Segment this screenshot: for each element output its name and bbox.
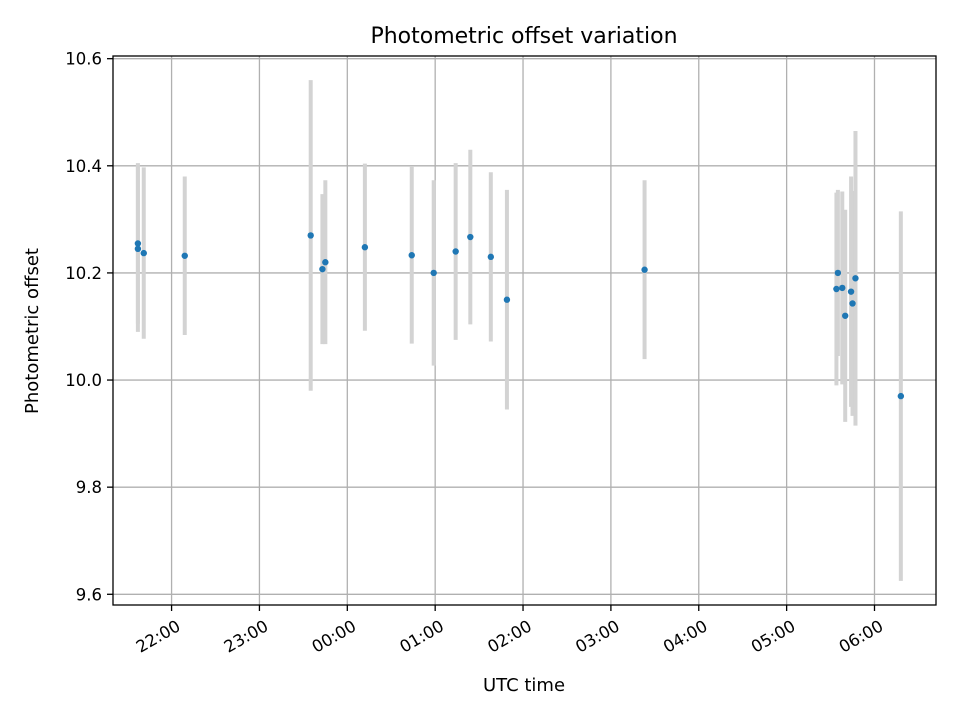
data-point [134, 240, 142, 247]
data-point [842, 312, 849, 319]
data-points [134, 232, 905, 400]
data-point [852, 275, 859, 282]
y-tick-label: 10.6 [65, 50, 102, 69]
data-point [307, 232, 314, 239]
data-point [319, 265, 326, 273]
data-point [408, 252, 415, 259]
x-tick-label: 03:00 [572, 616, 623, 656]
data-point [134, 245, 142, 253]
x-tick-label: 23:00 [221, 616, 272, 656]
x-axis-label: UTC time [483, 675, 565, 696]
x-tick-label: 05:00 [748, 616, 799, 656]
x-axis-ticks: 22:00 23:00 00:00 01:00 02:00 03:00 04:00 05:00… [133, 605, 887, 657]
x-tick-label: 22:00 [133, 616, 184, 656]
x-tick-label: 01:00 [396, 616, 447, 656]
data-point [833, 285, 840, 293]
data-point [452, 248, 459, 255]
y-tick-label: 10.4 [65, 157, 102, 176]
data-point [897, 392, 905, 400]
data-point [847, 288, 855, 295]
y-axis-ticks: 9.6 9.8 10.0 10.2 10.4 10.6 [65, 50, 113, 604]
data-point [834, 269, 842, 277]
data-point [839, 284, 846, 292]
data-point [467, 233, 474, 241]
y-tick-label: 9.8 [76, 478, 102, 497]
data-point [641, 266, 648, 273]
data-point [849, 300, 856, 307]
data-point [322, 259, 329, 266]
y-tick-label: 10.2 [65, 264, 102, 283]
plot-frame [112, 55, 937, 606]
data-point [503, 296, 511, 303]
data-point [140, 249, 147, 257]
grid-lines [113, 56, 936, 605]
x-tick-label: 00:00 [309, 616, 360, 656]
y-axis-label: Photometric offset [22, 248, 43, 414]
y-tick-label: 9.6 [76, 585, 102, 604]
data-point [430, 269, 437, 277]
chart-title: Photometric offset variation [370, 24, 677, 49]
data-point [487, 253, 495, 261]
x-tick-label: 02:00 [484, 616, 535, 656]
data-point [181, 252, 188, 259]
x-tick-label: 06:00 [836, 616, 887, 656]
data-point [361, 244, 369, 251]
y-tick-label: 10.0 [65, 371, 102, 390]
x-tick-label: 04:00 [660, 616, 711, 656]
